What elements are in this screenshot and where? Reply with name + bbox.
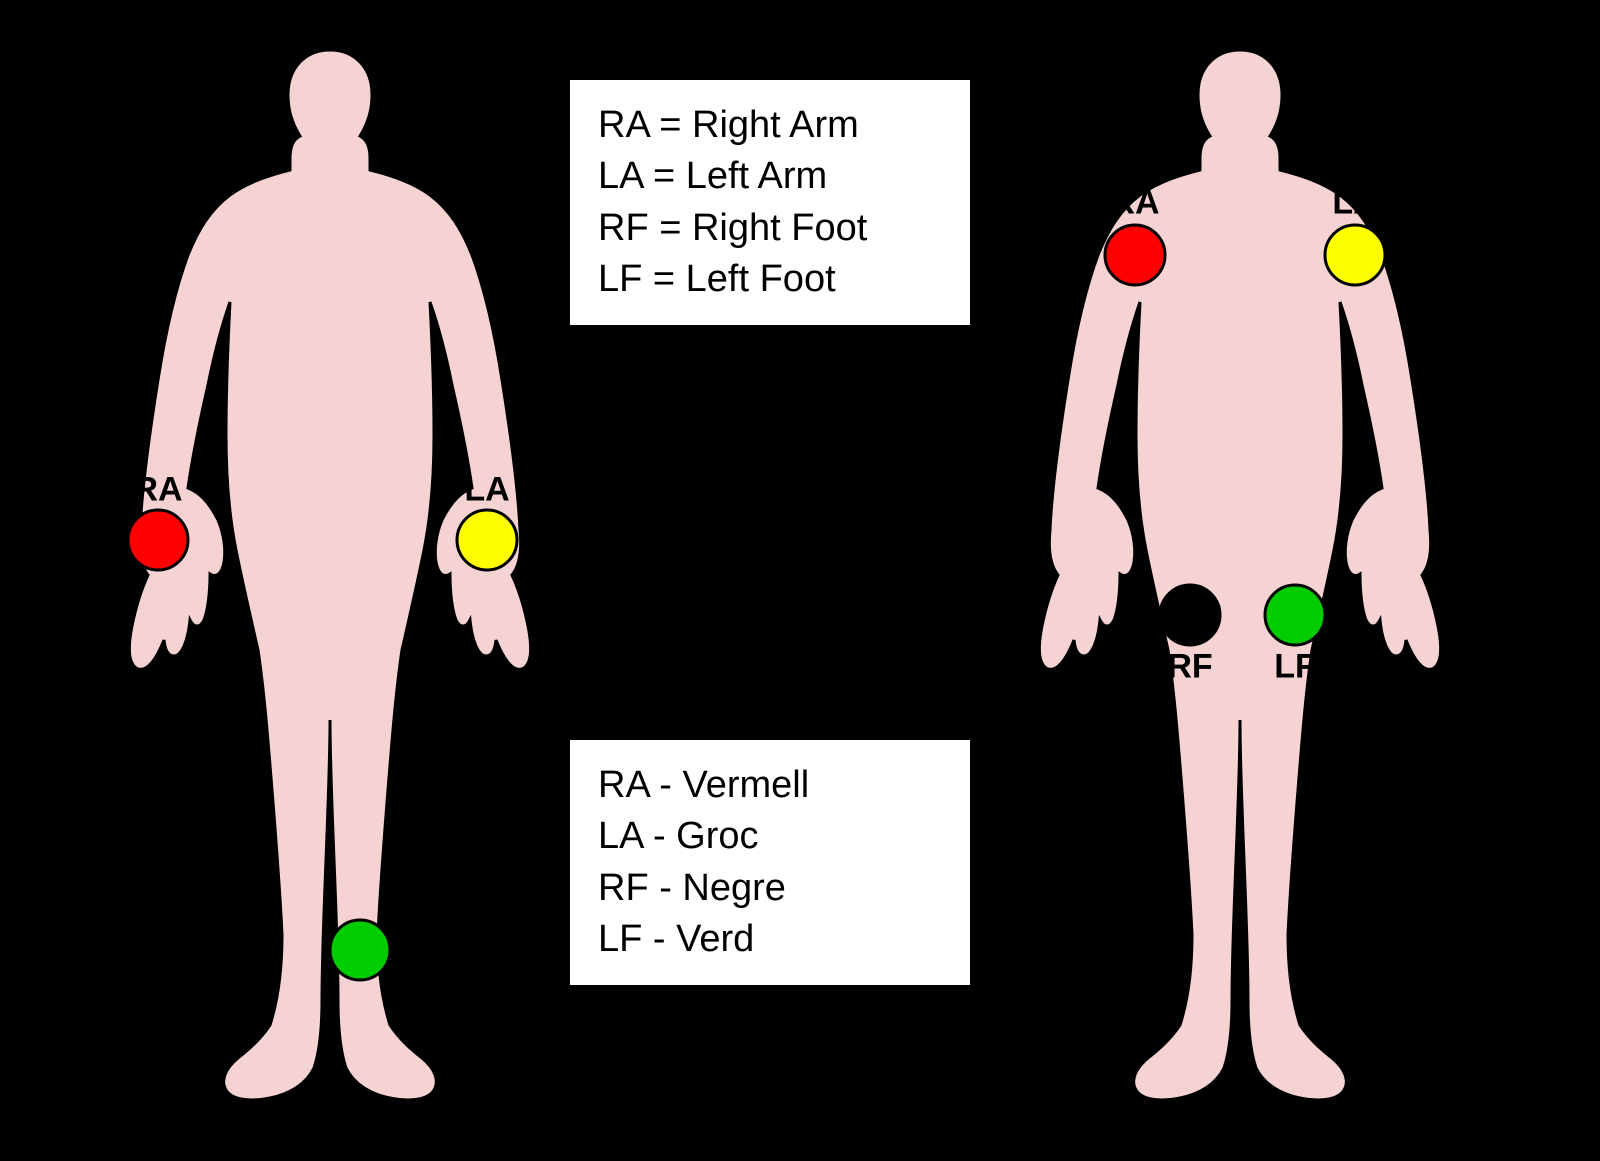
label-ra-left: RA [133,471,182,510]
legend-line: RF = Right Foot [598,203,942,254]
body-figure-right [960,40,1520,1140]
label-ra-right: RA [1110,184,1159,223]
electrode-rf-left [220,920,280,980]
label-rf-left: RF [172,931,217,970]
electrode-ra-right [1105,225,1165,285]
diagram-canvas: RA LA RF LF RA LA RF LF RA = Right Arm L… [0,0,1600,1161]
legend-line: LF - Verd [598,914,942,965]
label-la-right: LA [1332,184,1377,223]
electrode-ra-left [128,510,188,570]
legend-line: LA - Groc [598,811,942,862]
electrode-lf-left [330,920,390,980]
legend-line: LF = Left Foot [598,254,942,305]
legend-abbreviations: RA = Right Arm LA = Left Arm RF = Right … [570,80,970,325]
electrode-la-right [1325,225,1385,285]
legend-line: RA = Right Arm [598,100,942,151]
body-figure-left [50,40,610,1140]
legend-colors: RA - Vermell LA - Groc RF - Negre LF - V… [570,740,970,985]
electrode-la-left [457,510,517,570]
label-rf-right: RF [1167,648,1212,687]
label-lf-right: LF [1274,648,1316,687]
legend-line: RA - Vermell [598,760,942,811]
electrode-rf-right [1160,585,1220,645]
electrode-lf-right [1265,585,1325,645]
legend-line: LA = Left Arm [598,151,942,202]
label-la-left: LA [464,471,509,510]
label-lf-left: LF [397,931,439,970]
legend-line: RF - Negre [598,863,942,914]
body-silhouette-right [1039,50,1440,1100]
